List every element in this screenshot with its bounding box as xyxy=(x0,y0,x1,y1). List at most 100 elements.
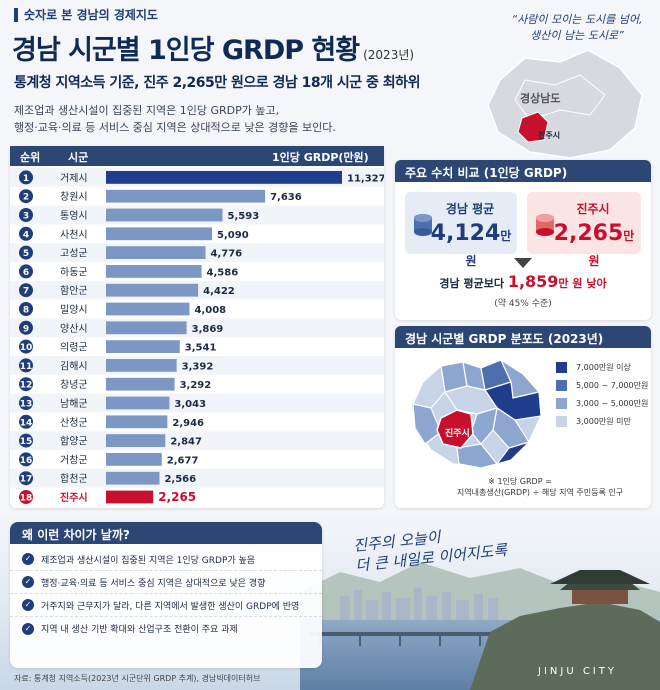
why-item: ✓ 거주지와 근무지가 달라, 다른 지역에서 발생한 생산이 GRDP에 반영 xyxy=(10,594,322,617)
value-label: 5,090 xyxy=(217,230,249,241)
city-label: 창원시 xyxy=(60,191,88,203)
data-bar xyxy=(106,453,162,466)
rank-badge xyxy=(19,302,33,316)
data-bar xyxy=(106,359,177,372)
data-bar xyxy=(106,302,190,316)
district-shape xyxy=(456,443,499,469)
city-label: 산청군 xyxy=(60,417,88,429)
diff-line: 경남 평균보다 1,859만 원 낮아 xyxy=(395,272,651,291)
city-label: 김해시 xyxy=(60,359,88,372)
city-label: 함안군 xyxy=(60,285,88,297)
distribution-card: 경남 시군별 GRDP 분포도 (2023년) 진주시 7,000만원 이상 5… xyxy=(395,326,651,508)
value-label: 2,847 xyxy=(170,437,202,448)
value-label: 2,265 xyxy=(158,490,196,504)
rank-badge xyxy=(19,490,33,504)
legend-swatch xyxy=(555,396,568,410)
why-item: ✓ 행정·교육·의료 등 서비스 중심 지역은 상대적으로 낮은 경향 xyxy=(10,571,322,594)
legend-item: 7,000만원 이상 xyxy=(555,358,648,376)
data-bar xyxy=(106,283,199,297)
rank-number: 9 xyxy=(23,324,29,334)
rank-badge xyxy=(19,264,33,279)
rank-badge xyxy=(19,414,33,429)
diff-unit: 만 원 xyxy=(558,277,583,290)
rank-number: 5 xyxy=(23,249,29,259)
locator-city-label: 진주시 xyxy=(538,130,560,140)
diff-suffix: 낮아 xyxy=(586,277,607,290)
rank-badge xyxy=(19,226,33,241)
rank-number: 4 xyxy=(23,230,29,240)
jinju-district-shape xyxy=(436,409,474,449)
avg-label: 경남 평균 xyxy=(445,202,495,216)
city-label: 밀양시 xyxy=(60,304,88,316)
rank-badge xyxy=(19,452,33,467)
city-label: 통영시 xyxy=(60,210,88,222)
value-label: 4,586 xyxy=(207,267,239,278)
value-label: 11,327 xyxy=(347,173,384,184)
diff-prefix: 경남 평균보다 xyxy=(439,277,504,290)
locator-region-label: 경상남도 xyxy=(520,91,560,105)
data-bar xyxy=(106,265,202,278)
gdp-note-line1: ※ 1인당 GRDP = xyxy=(488,477,552,486)
rank-number: 2 xyxy=(23,193,29,203)
rank-number: 1 xyxy=(23,174,29,184)
col-rank: 순위 xyxy=(20,151,41,164)
data-bar xyxy=(106,415,168,429)
legend-swatch xyxy=(555,378,568,392)
rank-number: 6 xyxy=(23,268,29,278)
data-bar xyxy=(106,321,187,335)
col-city: 시군 xyxy=(68,151,89,164)
value-label: 3,043 xyxy=(174,399,206,410)
comparison-title: 주요 수치 비교 (1인당 GRDP) xyxy=(395,160,651,182)
data-bar xyxy=(106,471,160,485)
check-icon: ✓ xyxy=(22,553,34,565)
city-label: 함양군 xyxy=(60,436,88,448)
distribution-map: 진주시 xyxy=(410,358,542,469)
legend-item: 3,000만원 미만 xyxy=(555,412,648,430)
avg-unit: 만 원 xyxy=(465,229,512,268)
district-shape xyxy=(495,441,530,466)
avg-box: 경남 평균 4,124만 원 xyxy=(405,192,517,268)
rank-badge xyxy=(19,245,33,260)
jinju-value: 2,265 xyxy=(553,221,624,246)
locator-map: 경상남도 진주시 xyxy=(487,49,643,159)
value-label: 4,422 xyxy=(203,286,235,297)
gdp-note-line2: 지역내총생산(GRDP) ÷ 해당 지역 주민등록 인구 xyxy=(456,488,624,497)
check-icon: ✓ xyxy=(22,599,34,611)
category-label: 숫자로 본 경남의 경제지도 xyxy=(14,8,158,22)
source-note: 자료: 통계청 지역소득(2023년 시군단위 GRDP 추계), 경남빅데이터… xyxy=(14,674,261,683)
col-value: 1인당 GRDP(만원) xyxy=(272,151,369,164)
why-item: ✓ 제조업과 생산시설이 집중된 지역은 1인당 GRDP가 높음 xyxy=(10,548,322,571)
why-item: ✓ 지역 내 생산 기반 확대와 산업구조 전환이 주요 과제 xyxy=(10,617,322,640)
value-label: 4,776 xyxy=(211,249,243,260)
check-icon: ✓ xyxy=(22,622,34,635)
district-lines xyxy=(514,74,606,121)
data-bar xyxy=(106,340,180,353)
row-background xyxy=(10,393,384,413)
comparison-card: 주요 수치 비교 (1인당 GRDP) 경남 평균 4,124만 원 진주시 2… xyxy=(395,160,651,320)
jinju-box: 진주시 2,265만 원 xyxy=(527,192,641,268)
value-label: 3,292 xyxy=(180,380,212,391)
value-label: 2,566 xyxy=(164,474,196,485)
rank-badge xyxy=(19,471,33,486)
legend-item: 5,000 ~ 7,000만원 xyxy=(555,376,648,394)
value-label: 3,869 xyxy=(192,324,224,335)
data-bar xyxy=(106,189,266,203)
down-arrow-icon xyxy=(514,258,532,268)
data-bar xyxy=(106,227,213,241)
value-label: 2,677 xyxy=(167,455,199,466)
value-label: 7,636 xyxy=(270,192,302,203)
city-label: 거창군 xyxy=(60,454,88,466)
legend-label: 7,000만원 이상 xyxy=(576,362,631,372)
city-label: 고성군 xyxy=(60,248,88,260)
coin-stack-icon xyxy=(536,214,554,236)
avg-value-line: 4,124만 원 xyxy=(405,221,517,271)
check-icon: ✓ xyxy=(22,576,34,588)
rank-badge xyxy=(19,170,33,185)
rank-number: 3 xyxy=(23,212,29,222)
legend-label: 3,000 ~ 5,000만원 xyxy=(576,398,649,408)
rank-number: 10 xyxy=(20,343,33,353)
rank-number: 14 xyxy=(20,418,33,428)
value-label: 3,392 xyxy=(182,361,214,372)
why-item-text: 제조업과 생산시설이 집중된 지역은 1인당 GRDP가 높음 xyxy=(41,555,256,566)
data-bar xyxy=(106,396,170,410)
